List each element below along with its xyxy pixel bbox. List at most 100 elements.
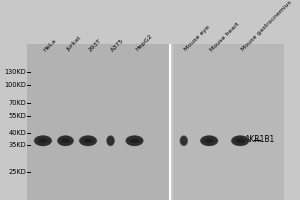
- Ellipse shape: [37, 137, 50, 145]
- Ellipse shape: [128, 137, 141, 145]
- Ellipse shape: [36, 137, 50, 145]
- Ellipse shape: [37, 137, 49, 144]
- Ellipse shape: [82, 137, 94, 144]
- Ellipse shape: [233, 136, 248, 145]
- Ellipse shape: [200, 135, 218, 146]
- Ellipse shape: [204, 138, 214, 144]
- Ellipse shape: [81, 136, 95, 145]
- Ellipse shape: [239, 140, 242, 142]
- Ellipse shape: [203, 137, 215, 144]
- Ellipse shape: [108, 138, 113, 144]
- Ellipse shape: [234, 137, 246, 144]
- Ellipse shape: [82, 137, 94, 144]
- Ellipse shape: [58, 136, 73, 145]
- Ellipse shape: [58, 136, 74, 146]
- Ellipse shape: [87, 140, 89, 142]
- Ellipse shape: [183, 140, 184, 142]
- Ellipse shape: [38, 138, 47, 143]
- Text: HeLa: HeLa: [43, 37, 58, 52]
- FancyBboxPatch shape: [28, 44, 170, 200]
- Ellipse shape: [59, 137, 72, 145]
- Ellipse shape: [107, 136, 114, 146]
- Ellipse shape: [61, 138, 70, 143]
- Ellipse shape: [86, 140, 90, 142]
- Ellipse shape: [36, 136, 50, 145]
- Ellipse shape: [205, 138, 213, 143]
- Ellipse shape: [207, 140, 211, 142]
- Ellipse shape: [42, 140, 44, 142]
- Ellipse shape: [39, 139, 46, 143]
- Text: 130KD: 130KD: [4, 69, 26, 75]
- Ellipse shape: [82, 137, 94, 145]
- Ellipse shape: [40, 139, 46, 143]
- Ellipse shape: [237, 139, 243, 143]
- Ellipse shape: [206, 139, 212, 143]
- Ellipse shape: [58, 136, 73, 146]
- Ellipse shape: [38, 139, 47, 143]
- Ellipse shape: [62, 139, 68, 143]
- Ellipse shape: [130, 138, 139, 143]
- Ellipse shape: [232, 136, 248, 146]
- Ellipse shape: [34, 136, 52, 146]
- Ellipse shape: [236, 138, 245, 143]
- Text: 25KD: 25KD: [8, 169, 26, 175]
- Ellipse shape: [38, 137, 49, 144]
- Ellipse shape: [129, 137, 140, 144]
- Ellipse shape: [130, 138, 139, 143]
- Ellipse shape: [109, 139, 112, 143]
- Ellipse shape: [60, 137, 71, 145]
- Ellipse shape: [84, 138, 92, 143]
- Ellipse shape: [201, 136, 217, 145]
- Ellipse shape: [231, 135, 249, 146]
- Ellipse shape: [61, 138, 70, 144]
- Ellipse shape: [180, 136, 188, 146]
- Ellipse shape: [130, 139, 139, 143]
- Ellipse shape: [64, 140, 67, 142]
- Ellipse shape: [126, 136, 143, 146]
- Ellipse shape: [127, 136, 142, 145]
- Ellipse shape: [64, 140, 67, 142]
- Text: HepG2: HepG2: [134, 34, 153, 52]
- Ellipse shape: [64, 140, 66, 141]
- Ellipse shape: [84, 139, 92, 143]
- Ellipse shape: [238, 140, 242, 142]
- Ellipse shape: [40, 139, 46, 142]
- Ellipse shape: [180, 136, 187, 145]
- Ellipse shape: [134, 140, 135, 141]
- Ellipse shape: [87, 140, 89, 141]
- Ellipse shape: [234, 137, 247, 145]
- Ellipse shape: [181, 137, 186, 144]
- Ellipse shape: [130, 138, 140, 144]
- Ellipse shape: [86, 139, 90, 142]
- Ellipse shape: [233, 137, 247, 145]
- Ellipse shape: [85, 139, 91, 142]
- Text: 55KD: 55KD: [8, 113, 26, 119]
- Ellipse shape: [39, 138, 47, 143]
- Ellipse shape: [63, 139, 68, 142]
- Text: 100KD: 100KD: [4, 82, 26, 88]
- Ellipse shape: [110, 140, 111, 142]
- Ellipse shape: [239, 140, 241, 141]
- Ellipse shape: [133, 140, 136, 142]
- Ellipse shape: [131, 139, 138, 143]
- Ellipse shape: [201, 136, 217, 146]
- Ellipse shape: [182, 138, 186, 144]
- Ellipse shape: [83, 138, 93, 144]
- Ellipse shape: [63, 139, 68, 142]
- Ellipse shape: [132, 139, 137, 142]
- Ellipse shape: [132, 139, 137, 142]
- Text: Jurkat: Jurkat: [65, 36, 82, 52]
- Ellipse shape: [57, 135, 74, 146]
- Ellipse shape: [235, 137, 246, 144]
- Text: Mouse eye: Mouse eye: [184, 25, 211, 52]
- Ellipse shape: [180, 136, 188, 145]
- Ellipse shape: [83, 139, 93, 143]
- Ellipse shape: [181, 137, 187, 145]
- Ellipse shape: [128, 137, 141, 145]
- Ellipse shape: [125, 135, 144, 146]
- Ellipse shape: [80, 136, 96, 145]
- Text: 70KD: 70KD: [8, 100, 26, 106]
- Ellipse shape: [200, 136, 218, 146]
- Ellipse shape: [60, 137, 71, 144]
- Ellipse shape: [208, 140, 210, 141]
